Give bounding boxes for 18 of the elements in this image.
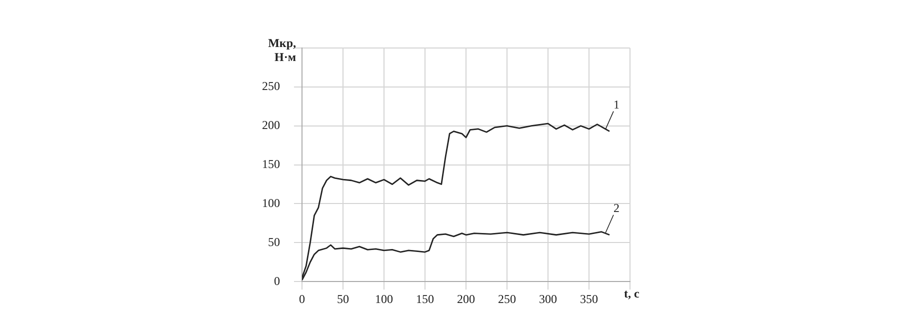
y-tick-label: 150	[262, 156, 280, 171]
y-tick-label: 250	[262, 79, 280, 94]
y-tick-label: 200	[262, 118, 280, 132]
x-tick-label: 150	[416, 292, 434, 306]
x-tick-label: 100	[375, 292, 393, 306]
series-label: 1	[614, 97, 620, 112]
x-tick-label: 350	[580, 292, 598, 306]
series-label: 2	[614, 201, 620, 216]
y-tick-label: 0	[274, 274, 280, 288]
x-tick-label: 300	[539, 292, 557, 306]
y-tick-label: 50	[268, 234, 280, 249]
x-tick-label: 200	[457, 292, 475, 306]
y-axis-title: Мкр, Н·м	[268, 36, 296, 64]
x-tick-label: 250	[498, 292, 516, 306]
x-tick-label: 50	[337, 292, 349, 306]
y-tick-label: 100	[262, 196, 280, 210]
x-axis-title: t, c	[624, 286, 640, 301]
x-tick-label: 0	[299, 292, 305, 306]
